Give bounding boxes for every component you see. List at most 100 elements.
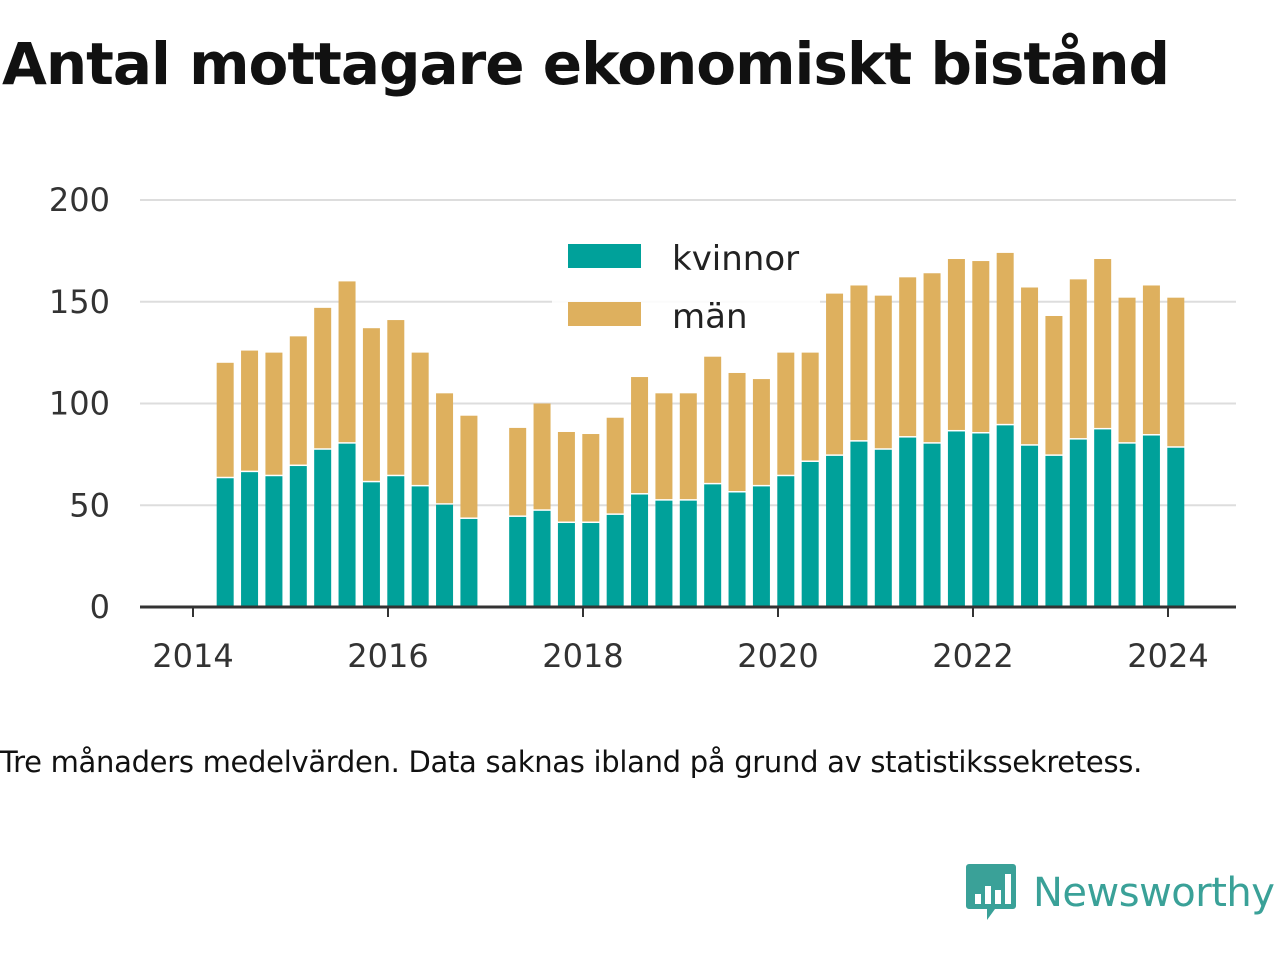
footnote: Tre månaders medelvärden. Data saknas ib… <box>0 745 1142 779</box>
bar-man <box>436 393 454 504</box>
bar-kvinnor <box>923 443 941 607</box>
bar-man <box>362 328 380 481</box>
bar-man <box>777 352 795 475</box>
bar-kvinnor <box>631 494 649 607</box>
y-axis-labels: 0 50 100 150 200 <box>49 181 110 626</box>
bar-kvinnor <box>582 523 600 607</box>
bar-kvinnor <box>972 433 990 607</box>
bar-man <box>1167 297 1185 447</box>
bar-kvinnor <box>362 482 380 607</box>
y-tick-label: 150 <box>49 283 110 321</box>
bar-chart: 0 50 100 150 200 2014 2016 2018 2020 2022 2024 kv… <box>49 181 1236 675</box>
bar-man <box>850 285 868 441</box>
x-tick-label: 2022 <box>932 637 1013 675</box>
bar-kvinnor <box>387 476 405 607</box>
y-tick-label: 0 <box>90 588 110 626</box>
bar-man <box>704 356 722 483</box>
bar-man <box>411 352 429 485</box>
bar-man <box>216 362 234 477</box>
bar-kvinnor <box>752 486 770 607</box>
bar-man <box>631 377 649 494</box>
bar-man <box>752 379 770 485</box>
bar-man <box>826 293 844 455</box>
x-tick-label: 2020 <box>737 637 818 675</box>
bar-kvinnor <box>1118 443 1136 607</box>
x-axis-labels: 2014 2016 2018 2020 2022 2024 <box>152 637 1208 675</box>
bar-man <box>241 350 259 471</box>
bar-kvinnor <box>436 504 454 607</box>
bar-man <box>947 259 965 430</box>
y-tick-label: 100 <box>49 385 110 423</box>
bar-man <box>460 415 478 518</box>
legend-label-kvinnor: kvinnor <box>672 239 799 279</box>
bar-kvinnor <box>1167 447 1185 607</box>
bar-man <box>314 307 332 449</box>
bar-man <box>557 431 575 522</box>
bar-man <box>606 417 624 514</box>
bar-man <box>289 336 307 465</box>
bar-man <box>972 261 990 432</box>
y-tick-label: 200 <box>49 181 110 219</box>
bar-kvinnor <box>655 500 673 607</box>
bar-man <box>874 295 892 449</box>
bar-man <box>1045 315 1063 455</box>
legend-swatch-man <box>568 302 641 326</box>
x-tick-label: 2016 <box>347 637 428 675</box>
bar-man <box>899 277 917 437</box>
bar-man <box>1021 287 1039 445</box>
bar-kvinnor <box>1045 455 1063 607</box>
bar-man <box>1142 285 1160 435</box>
bar-kvinnor <box>606 514 624 607</box>
bar-kvinnor <box>1142 435 1160 607</box>
bar-kvinnor <box>216 478 234 607</box>
bar-kvinnor <box>265 476 283 607</box>
bar-man <box>996 252 1014 424</box>
bar-kvinnor <box>557 523 575 607</box>
bar-man <box>655 393 673 500</box>
bar-man <box>1094 259 1112 428</box>
x-axis <box>140 605 1236 617</box>
bar-kvinnor <box>947 431 965 607</box>
bar-man <box>338 281 356 443</box>
bar-man <box>387 320 405 475</box>
bar-kvinnor <box>460 518 478 607</box>
bar-kvinnor <box>850 441 868 607</box>
bar-man <box>1069 279 1087 439</box>
bar-kvinnor <box>1094 429 1112 607</box>
bar-kvinnor <box>996 425 1014 607</box>
bar-kvinnor <box>509 516 527 607</box>
legend-label-man: män <box>672 297 748 337</box>
bar-man <box>801 352 819 461</box>
bar-kvinnor <box>728 492 746 607</box>
x-tick-label: 2018 <box>542 637 623 675</box>
bar-man <box>728 372 746 492</box>
bar-kvinnor <box>777 476 795 607</box>
bar-kvinnor <box>899 437 917 607</box>
bar-kvinnor <box>801 461 819 607</box>
bar-kvinnor <box>826 455 844 607</box>
y-tick-label: 50 <box>69 486 110 524</box>
bar-kvinnor <box>411 486 429 607</box>
bar-kvinnor <box>241 472 259 607</box>
bar-kvinnor <box>338 443 356 607</box>
bar-man <box>265 352 283 475</box>
bar-kvinnor <box>704 484 722 607</box>
bar-kvinnor <box>1069 439 1087 607</box>
bar-man <box>533 403 551 510</box>
x-tick-label: 2024 <box>1127 637 1208 675</box>
bar-man <box>582 434 600 522</box>
bar-kvinnor <box>289 466 307 607</box>
bar-man <box>679 393 697 500</box>
bar-kvinnor <box>533 510 551 607</box>
bar-man <box>509 427 527 516</box>
bar-man <box>923 273 941 443</box>
x-tick-label: 2014 <box>152 637 233 675</box>
newsworthy-logo-icon <box>966 864 1016 920</box>
bar-kvinnor <box>679 500 697 607</box>
legend-swatch-kvinnor <box>568 244 641 268</box>
brand: Newsworthy <box>965 862 1275 924</box>
bar-man <box>1118 297 1136 443</box>
bar-kvinnor <box>874 449 892 607</box>
bar-kvinnor <box>1021 445 1039 607</box>
chart-title: Antal mottagare ekonomiskt bistånd <box>2 30 1170 98</box>
